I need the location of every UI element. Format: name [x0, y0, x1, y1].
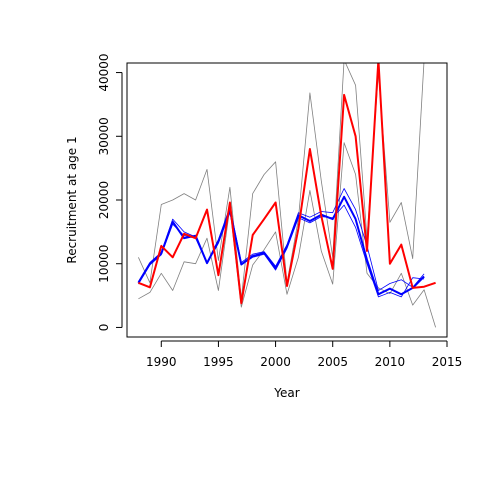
y-tick-label: 40000 [97, 53, 111, 91]
series-line-6 [138, 63, 436, 305]
y-axis: 0 10000 20000 30000 40000 [97, 53, 123, 332]
y-tick-label: 10000 [97, 245, 111, 283]
y-tick-label: 20000 [97, 181, 111, 219]
x-tick-label: 2015 [432, 355, 463, 369]
series-line-1 [138, 142, 436, 328]
x-axis-title: Year [273, 386, 299, 400]
x-tick-label: 2005 [317, 355, 348, 369]
y-tick-label: 0 [97, 324, 111, 332]
x-tick-label: 1990 [146, 355, 177, 369]
x-tick-label: 2010 [375, 355, 406, 369]
x-tick-label: 1995 [203, 355, 234, 369]
x-axis: 1990 1995 2000 2005 2010 2015 [146, 340, 463, 369]
x-tick-label: 2000 [260, 355, 291, 369]
series-layer [137, 63, 436, 328]
y-tick-label: 30000 [97, 117, 111, 155]
y-axis-title: Recruitment at age 1 [65, 136, 79, 263]
plot-frame [126, 62, 448, 338]
series-line-5 [137, 195, 425, 296]
